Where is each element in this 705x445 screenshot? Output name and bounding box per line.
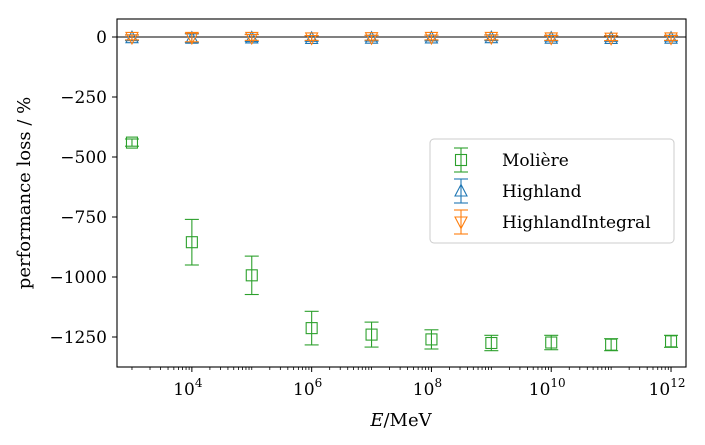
data-point: [544, 32, 559, 46]
legend-error-bar: [454, 209, 468, 235]
data-point: [304, 32, 319, 46]
x-tick-label: 1010: [529, 376, 566, 400]
legend-label: HighlandIntegral: [502, 213, 651, 233]
data-point: [125, 30, 139, 44]
data-point: [305, 322, 318, 335]
legend-marker: [454, 183, 468, 197]
data-point: [424, 31, 439, 46]
data-point: [364, 32, 379, 46]
data-point: [605, 338, 618, 351]
y-tick-label: −750: [60, 208, 107, 228]
legend-box: [429, 138, 675, 244]
x-tick-exponent: 6: [315, 376, 323, 390]
x-tick-exponent: 4: [195, 376, 203, 390]
error-bar: [244, 255, 259, 296]
x-tick-base: 10: [529, 380, 551, 400]
x-tick-base: 10: [173, 380, 195, 400]
y-tick-label: −1250: [49, 328, 107, 348]
data-point: [544, 30, 559, 44]
legend-marker: [454, 153, 468, 167]
legend-marker: [454, 216, 468, 230]
data-point: [244, 31, 259, 46]
x-tick-exponent: 10: [550, 376, 565, 390]
data-point: [425, 333, 438, 346]
legend-label: Molière: [502, 151, 569, 171]
data-point: [664, 30, 678, 44]
x-tick-base: 10: [293, 380, 315, 400]
x-axis-label: E/MeV: [369, 410, 432, 431]
error-bar: [364, 34, 379, 41]
y-tick-label: 0: [96, 28, 107, 48]
data-point: [485, 336, 498, 350]
data-point: [545, 336, 558, 349]
plot-frame: [116, 18, 687, 368]
x-tick-label: 1012: [649, 376, 686, 400]
data-point: [484, 30, 499, 44]
error-bar: [364, 321, 379, 348]
legend-error-bar: [454, 178, 468, 204]
y-tick-label: −250: [60, 88, 107, 108]
error-bar: [184, 218, 199, 266]
x-axis-label-symbol: E: [369, 410, 383, 431]
data-point: [245, 269, 258, 282]
x-tick-label: 108: [413, 376, 442, 400]
data-point: [185, 236, 198, 249]
y-axis-label: performance loss / %: [14, 97, 35, 289]
x-axis-label-unit: /MeV: [383, 410, 432, 431]
x-tick-base: 10: [649, 380, 671, 400]
error-bar: [424, 329, 439, 350]
error-bar: [304, 310, 319, 346]
legend-entry: Molière: [454, 147, 569, 173]
legend: Molière Highland HighlandIntegral: [429, 138, 675, 244]
data-point: [664, 32, 678, 46]
error-bar: [304, 35, 319, 41]
error-bar: [664, 334, 679, 348]
error-bar: [544, 35, 559, 41]
legend-entry: HighlandIntegral: [454, 209, 651, 235]
series-highlandintegral: [124, 31, 679, 46]
data-point: [365, 328, 378, 341]
legend-label: Highland: [502, 182, 582, 202]
data-point: [484, 31, 499, 46]
data-point: [604, 30, 619, 44]
plot-area: [117, 30, 686, 352]
data-point: [184, 31, 199, 46]
x-tick-base: 10: [413, 380, 435, 400]
data-point: [604, 32, 619, 46]
error-bar: [664, 35, 679, 41]
data-point: [664, 335, 678, 348]
x-tick-label: 106: [293, 376, 322, 400]
x-tick-label: 104: [173, 376, 203, 400]
error-bar: [184, 32, 199, 43]
x-tick-exponent: 12: [670, 376, 685, 390]
legend-entry: Highland: [454, 178, 582, 204]
series-moli-re: [124, 136, 679, 352]
x-tick-exponent: 8: [434, 376, 442, 390]
y-tick-label: −1000: [49, 268, 107, 288]
legend-error-bar: [454, 147, 468, 173]
error-bar: [544, 334, 559, 351]
error-bar: [124, 138, 139, 147]
data-point: [125, 136, 139, 149]
error-bar: [604, 338, 619, 352]
y-tick-label: −500: [60, 148, 107, 168]
data-point: [125, 31, 139, 46]
